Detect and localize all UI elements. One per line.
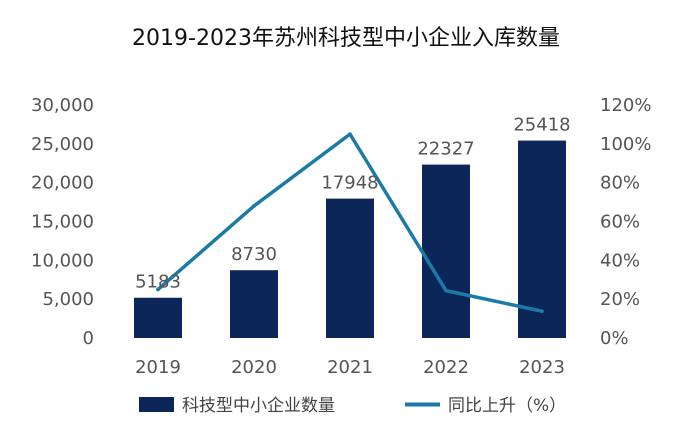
x-tick-label: 2020: [231, 357, 277, 378]
right-tick-label: 80%: [600, 173, 640, 194]
legend-line-label: 同比上升（%）: [448, 396, 566, 416]
right-tick-label: 0%: [600, 328, 629, 349]
x-axis: 2019 2020 2021 2022 2023: [135, 357, 565, 378]
legend-bar-label: 科技型中小企业数量: [182, 396, 335, 416]
left-tick-label: 15,000: [31, 212, 94, 233]
bar-value-label: 8730: [231, 244, 277, 265]
x-tick-label: 2022: [423, 357, 469, 378]
bar: [518, 140, 566, 338]
bar-value-labels: 5183 8730 17948 22327 25418: [135, 115, 571, 293]
right-tick-label: 60%: [600, 212, 640, 233]
line-series: [156, 132, 544, 314]
left-tick-label: 5,000: [42, 289, 94, 310]
legend: 科技型中小企业数量 同比上升（%）: [139, 396, 566, 416]
bar-value-label: 25418: [513, 115, 570, 136]
line-point: [252, 204, 256, 208]
line-point: [444, 288, 448, 293]
bar: [134, 297, 182, 338]
left-tick-label: 25,000: [31, 134, 94, 155]
left-tick-label: 30,000: [31, 95, 94, 116]
chart-title: 2019-2023年苏州科技型中小企业入库数量: [132, 26, 560, 51]
x-tick-label: 2023: [519, 357, 565, 378]
x-tick-label: 2019: [135, 357, 181, 378]
left-tick-label: 20,000: [31, 173, 94, 194]
x-tick-label: 2021: [327, 357, 373, 378]
right-axis: 0% 20% 40% 60% 80% 100% 120%: [600, 95, 651, 349]
left-tick-label: 10,000: [31, 250, 94, 271]
bar: [230, 270, 278, 338]
left-tick-label: 0: [83, 328, 94, 349]
right-tick-label: 40%: [600, 250, 640, 271]
bar: [326, 198, 374, 338]
bar-value-label: 5183: [135, 272, 181, 293]
right-tick-label: 100%: [600, 134, 651, 155]
bar-value-label: 22327: [417, 139, 474, 160]
line-point: [348, 132, 352, 136]
legend-bar-swatch: [139, 397, 174, 412]
bar-series: [134, 140, 566, 338]
right-tick-label: 20%: [600, 289, 640, 310]
right-tick-label: 120%: [600, 95, 651, 116]
line-point: [156, 287, 160, 292]
bar: [422, 164, 470, 338]
line-point: [540, 309, 544, 314]
left-axis: 0 5,000 10,000 15,000 20,000 25,000 30,000: [31, 95, 94, 349]
bar-value-label: 17948: [321, 173, 378, 194]
